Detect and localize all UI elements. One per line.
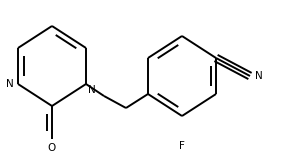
Text: N: N — [255, 71, 263, 81]
Text: O: O — [48, 143, 56, 153]
Text: F: F — [179, 141, 185, 151]
Text: N: N — [6, 79, 14, 89]
Text: N: N — [88, 85, 96, 95]
